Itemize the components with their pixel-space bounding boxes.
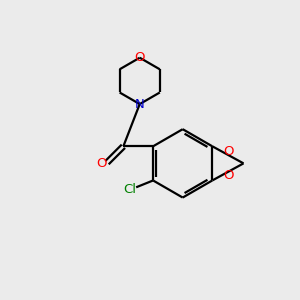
Text: Cl: Cl (123, 183, 136, 196)
Text: O: O (224, 145, 234, 158)
Text: O: O (134, 51, 145, 64)
Text: N: N (135, 98, 145, 111)
Text: O: O (224, 169, 234, 182)
Text: O: O (96, 157, 107, 170)
